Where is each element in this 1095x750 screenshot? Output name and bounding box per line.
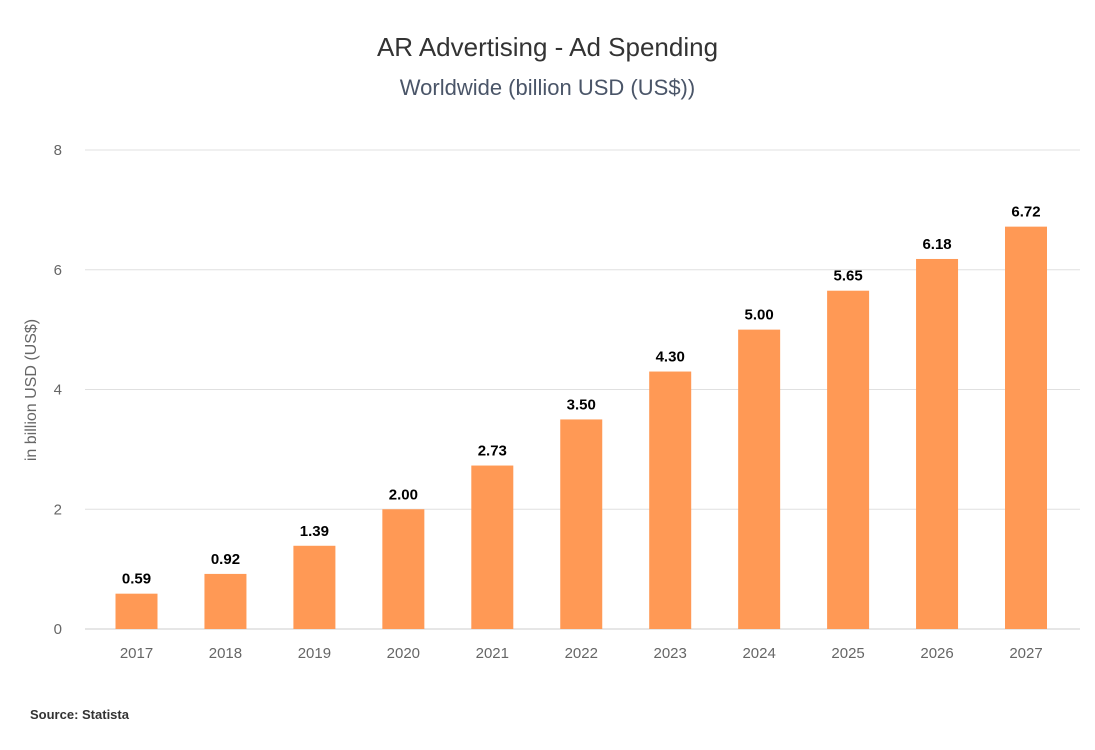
- x-tick-label-2021: 2021: [476, 645, 509, 662]
- bar-2019[interactable]: [293, 545, 336, 629]
- y-tick-label: 6: [54, 262, 62, 279]
- y-tick-label: 4: [54, 382, 62, 399]
- data-label-2022: 3.50: [567, 396, 596, 413]
- data-label-2017: 0.59: [122, 571, 151, 588]
- x-tick-label-2026: 2026: [920, 645, 953, 662]
- data-labels: 0.59 0.92 1.39 2.00 2.73 3.50 4.30 5.00 5.65 6.18…: [122, 204, 1041, 588]
- bar-2018[interactable]: [204, 573, 247, 629]
- data-label-2025: 5.65: [833, 268, 862, 285]
- bar-2021[interactable]: [471, 465, 514, 629]
- data-label-2026: 6.18: [922, 236, 951, 253]
- data-label-2024: 5.00: [745, 307, 774, 324]
- bar-2027[interactable]: [1005, 226, 1047, 629]
- bar-2020[interactable]: [382, 509, 425, 629]
- y-axis-label: in billion USD (US$): [23, 319, 40, 461]
- x-axis-ticks: 2017 2018 2019 2020 2021 2022 2023 2024 2025 2026…: [120, 645, 1043, 662]
- data-label-2018: 0.92: [211, 551, 240, 568]
- source-note: Source: Statista: [30, 707, 129, 722]
- bar-2017[interactable]: [115, 593, 158, 629]
- x-tick-label-2019: 2019: [298, 645, 331, 662]
- x-tick-label-2025: 2025: [831, 645, 864, 662]
- x-tick-label-2027: 2027: [1009, 645, 1042, 662]
- chart-title: AR Advertising - Ad Spending: [376, 32, 719, 62]
- bar-2026[interactable]: [916, 258, 959, 629]
- x-tick-label-2020: 2020: [387, 645, 420, 662]
- bars: [115, 226, 1047, 629]
- bar-2024[interactable]: [738, 329, 781, 629]
- data-label-2021: 2.73: [478, 443, 507, 460]
- data-label-2027: 6.72: [1011, 204, 1040, 221]
- y-tick-label: 0: [54, 621, 62, 638]
- bar-2025[interactable]: [827, 290, 870, 629]
- data-label-2020: 2.00: [389, 486, 418, 503]
- y-tick-label: 2: [54, 501, 62, 518]
- y-axis-ticks: 0 2 4 6 8: [54, 142, 62, 638]
- x-tick-label-2024: 2024: [742, 645, 775, 662]
- x-tick-label-2017: 2017: [120, 645, 153, 662]
- x-tick-label-2022: 2022: [565, 645, 598, 662]
- chart-subtitle: Worldwide (billion USD (US$)): [399, 75, 696, 100]
- bar-2022[interactable]: [560, 419, 603, 629]
- x-tick-label-2023: 2023: [654, 645, 687, 662]
- y-tick-label: 8: [54, 142, 62, 159]
- bar-chart: 0 2 4 6 8 0.59 0.92 1.39 2.00 2.73 3.50 4.30 5.00 5.…: [23, 142, 1080, 662]
- x-tick-label-2018: 2018: [209, 645, 242, 662]
- data-label-2019: 1.39: [300, 523, 329, 540]
- data-label-2023: 4.30: [656, 349, 685, 366]
- bar-2023[interactable]: [649, 371, 692, 629]
